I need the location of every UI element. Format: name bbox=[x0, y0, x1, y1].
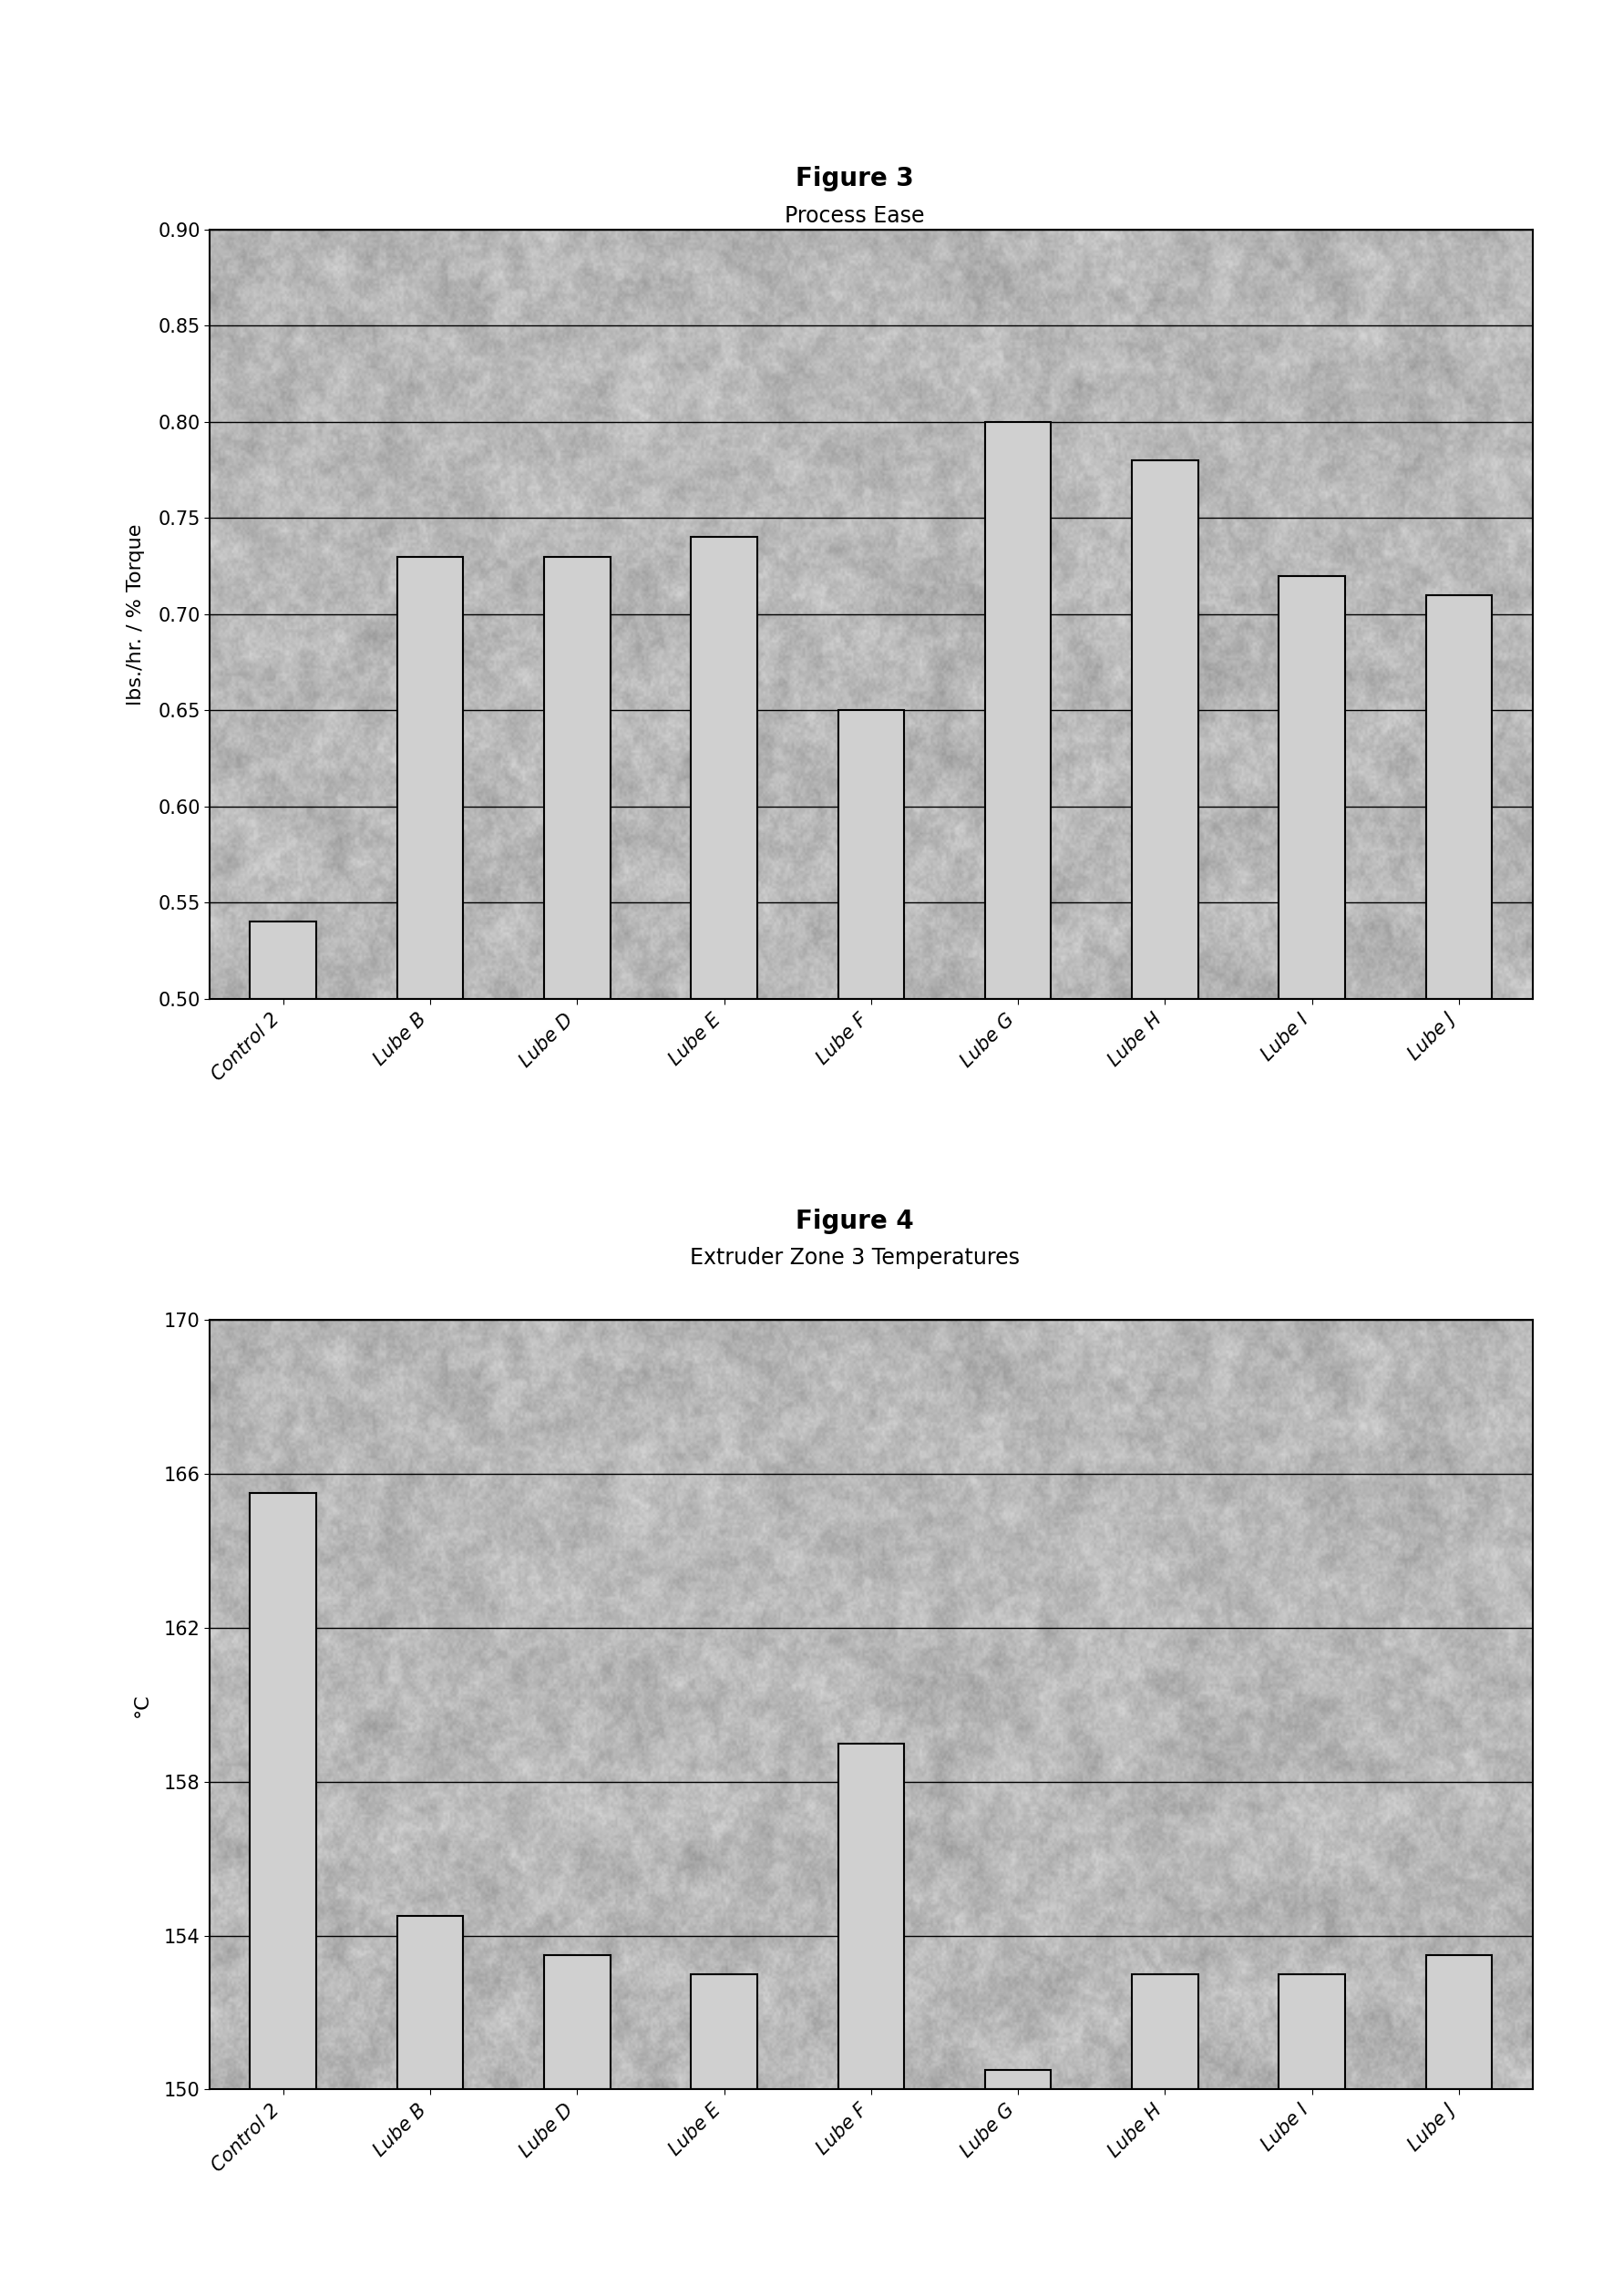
Bar bbox=[1132, 459, 1198, 999]
Bar bbox=[250, 923, 316, 999]
Bar bbox=[839, 1743, 903, 2089]
Text: Extruder Zone 3 Temperatures: Extruder Zone 3 Temperatures bbox=[690, 1247, 1019, 1270]
Bar bbox=[1426, 1954, 1492, 2089]
Bar bbox=[397, 1917, 463, 2089]
Bar bbox=[690, 1975, 756, 2089]
Bar bbox=[986, 2071, 1052, 2089]
Bar bbox=[250, 1492, 316, 2089]
Y-axis label: °C: °C bbox=[132, 1692, 152, 1717]
Text: Figure 4: Figure 4 bbox=[795, 1208, 915, 1235]
Text: Process Ease: Process Ease bbox=[786, 204, 924, 227]
Bar bbox=[986, 422, 1052, 999]
Bar bbox=[544, 556, 610, 999]
Bar bbox=[690, 537, 756, 999]
Bar bbox=[544, 1954, 610, 2089]
Bar bbox=[839, 709, 903, 999]
Bar bbox=[1132, 1975, 1198, 2089]
Bar bbox=[1279, 576, 1345, 999]
Text: Figure 3: Figure 3 bbox=[795, 165, 915, 193]
Bar bbox=[397, 556, 463, 999]
Bar bbox=[1279, 1975, 1345, 2089]
Y-axis label: lbs./hr. / % Torque: lbs./hr. / % Torque bbox=[127, 523, 145, 705]
Bar bbox=[1426, 595, 1492, 999]
